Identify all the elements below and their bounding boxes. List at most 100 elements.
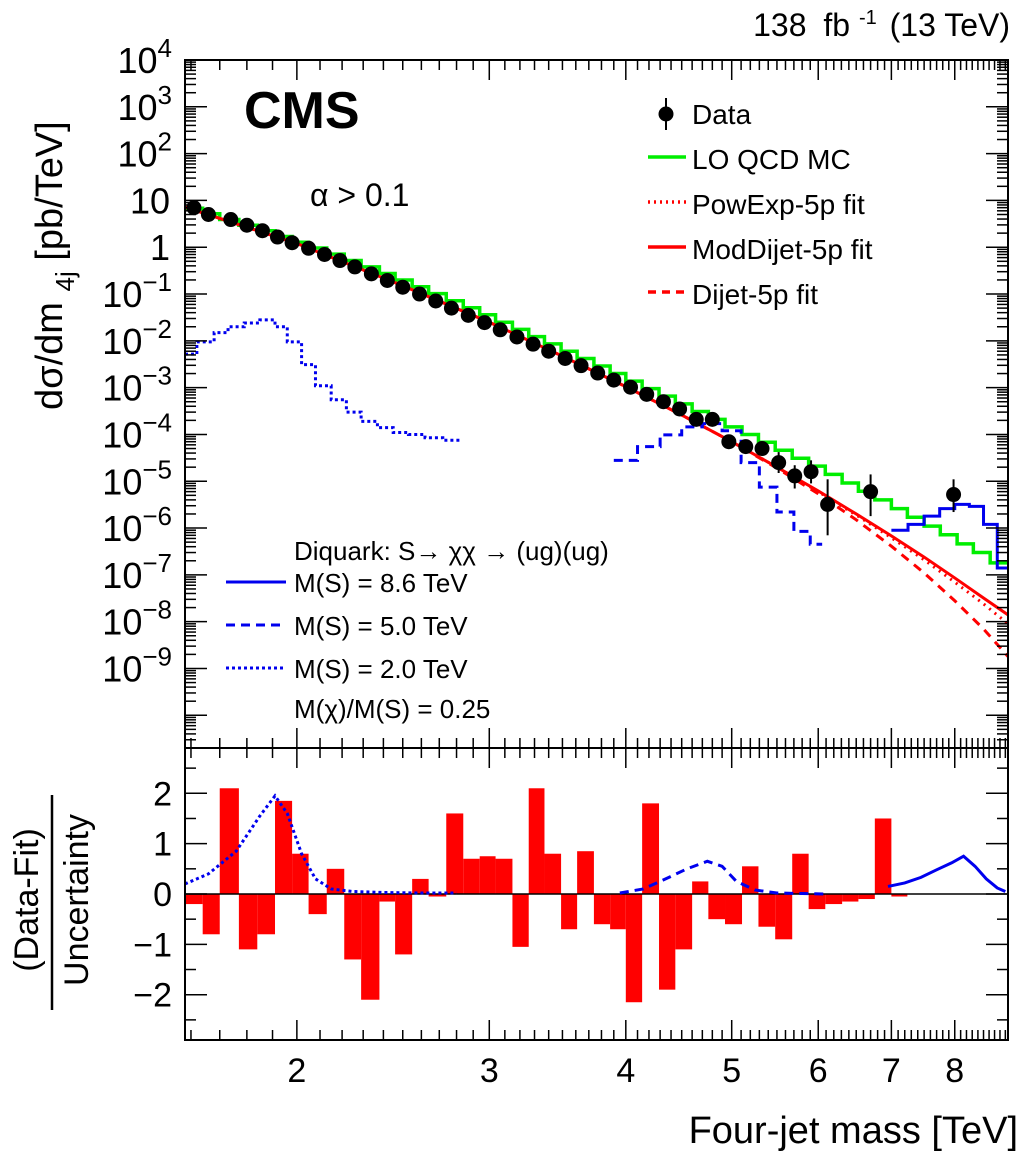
pull-bar bbox=[379, 894, 396, 902]
lumi-exp: -1 bbox=[859, 7, 877, 29]
signal-2p0-histogram bbox=[185, 318, 460, 442]
y-tick-label-base: 10 bbox=[102, 648, 142, 689]
x-axis-title: Four-jet mass [TeV] bbox=[689, 1110, 1018, 1152]
y-tick-label-exp: 2 bbox=[158, 127, 172, 157]
pull-bar bbox=[858, 894, 875, 900]
data-point bbox=[332, 253, 348, 269]
y-tick-label: 10−5 bbox=[102, 454, 172, 502]
pull-signal-8p6 bbox=[887, 854, 1006, 893]
lower-x-ticks bbox=[190, 748, 1007, 1040]
y-tick-label: 10−1 bbox=[102, 267, 172, 315]
lumi-label: 138 fb -1 (13 TeV) bbox=[753, 0, 1010, 43]
upper-frame bbox=[184, 59, 1009, 749]
data-point bbox=[412, 286, 428, 302]
pull-bar bbox=[593, 894, 611, 925]
lower-y-title-top: (Data-Fit) bbox=[8, 828, 46, 972]
lumi-unit: fb bbox=[823, 7, 850, 43]
signal-legend-label: M(S) = 8.6 TeV bbox=[294, 568, 468, 598]
legend-marker bbox=[658, 106, 674, 122]
y-tick-label-base: 10 bbox=[102, 321, 142, 362]
signal-legend-label: M(S) = 5.0 TeV bbox=[294, 611, 468, 641]
data-point bbox=[704, 411, 720, 427]
y-tick-label: 10−7 bbox=[102, 548, 172, 596]
data-point bbox=[557, 350, 573, 366]
pull-bar bbox=[344, 894, 362, 960]
data-point bbox=[820, 496, 836, 512]
data-point bbox=[754, 441, 770, 457]
y-tick-label: 10−2 bbox=[102, 314, 172, 362]
pull-bar bbox=[428, 894, 447, 897]
pull-bar bbox=[758, 894, 776, 927]
data-point bbox=[672, 401, 688, 417]
y-tick-label: 103 bbox=[117, 80, 172, 128]
data-point bbox=[863, 484, 879, 500]
data-point bbox=[223, 212, 239, 228]
data-point bbox=[301, 240, 317, 256]
y-tick-label-exp: −5 bbox=[142, 454, 172, 484]
data-point bbox=[363, 266, 379, 282]
lower-y-ticks: −2 −1 0 1 2 bbox=[133, 767, 1008, 1021]
upper-y-title-unit: [pb/TeV] bbox=[29, 121, 71, 260]
data-point bbox=[738, 439, 754, 455]
pull-bar bbox=[257, 894, 276, 935]
pull-bar bbox=[792, 853, 809, 894]
data-point bbox=[590, 365, 606, 381]
pull-bar bbox=[675, 894, 693, 950]
legend-label: LO QCD MC bbox=[692, 144, 851, 175]
y-tick-label-base: 10 bbox=[102, 414, 142, 455]
legend-label: Dijet-5p fit bbox=[692, 279, 818, 310]
pull-bar bbox=[874, 818, 892, 894]
y-tick-label-exp: −1 bbox=[142, 267, 172, 297]
data-point bbox=[460, 307, 476, 323]
data-point bbox=[509, 329, 525, 345]
legend-label: ModDijet-5p fit bbox=[692, 234, 873, 265]
y-tick-label-base: 10 bbox=[102, 274, 142, 315]
y-tick-label-exp: −7 bbox=[142, 548, 172, 578]
x-tick-label: 5 bbox=[722, 1052, 741, 1090]
pull-signal-2p0 bbox=[185, 793, 457, 895]
pull-bar bbox=[446, 813, 464, 894]
data-point bbox=[688, 411, 704, 427]
pull-bar bbox=[642, 803, 660, 894]
y-tick-label: 10 bbox=[130, 180, 170, 221]
signal-legend-entry: M(S) = 8.6 TeV bbox=[226, 568, 468, 598]
energy-label: (13 TeV) bbox=[890, 7, 1010, 43]
data-point bbox=[254, 223, 270, 239]
pull-bar bbox=[692, 881, 709, 894]
pull-bar bbox=[659, 894, 676, 990]
upper-plot-area bbox=[185, 200, 1008, 658]
data-point bbox=[347, 259, 363, 275]
data-point bbox=[573, 358, 589, 374]
data-point bbox=[395, 279, 411, 295]
pull-bar bbox=[479, 856, 496, 894]
y-tick-label-exp: −8 bbox=[142, 595, 172, 625]
x-tick-label: 8 bbox=[945, 1052, 964, 1090]
legend-entry: Dijet-5p fit bbox=[648, 279, 818, 310]
pull-bar bbox=[292, 853, 309, 894]
legend-label: PowExp-5p fit bbox=[692, 189, 865, 220]
signal-legend-label: M(S) = 2.0 TeV bbox=[294, 654, 468, 684]
signal-title: Diquark: S→ χχ → (ug)(ug) bbox=[294, 536, 609, 566]
y-tick-label: 10−9 bbox=[102, 641, 172, 689]
signal-legend: M(S) = 8.6 TeV M(S) = 5.0 TeV M(S) = 2.0 T… bbox=[226, 568, 468, 684]
y-tick-label-base: 10 bbox=[102, 602, 142, 643]
y-tick-label-exp: −9 bbox=[142, 641, 172, 671]
pull-bar bbox=[202, 894, 220, 935]
data-point bbox=[284, 235, 300, 251]
pull-bar bbox=[775, 894, 793, 940]
signal-5p0-histogram bbox=[613, 422, 823, 546]
y-tick-label-base: 10 bbox=[102, 461, 142, 502]
mass-ratio-label: M(χ)/M(S) = 0.25 bbox=[294, 694, 490, 724]
signal-8p6-histogram bbox=[891, 502, 1008, 570]
x-tick-label: 2 bbox=[287, 1052, 306, 1090]
data-point bbox=[623, 379, 639, 395]
signal-legend-entry: M(S) = 2.0 TeV bbox=[226, 654, 468, 684]
lumi-value: 138 bbox=[753, 7, 806, 43]
pull-bar bbox=[495, 858, 513, 894]
qcd-mc-histogram bbox=[185, 206, 1008, 565]
pull-bar bbox=[625, 894, 643, 1003]
data-point bbox=[428, 293, 444, 309]
data-point bbox=[477, 315, 493, 331]
pull-signal-5p0 bbox=[619, 859, 827, 896]
spectrum-panel: 10410310210110−110−210−310−410−510−610−7… bbox=[102, 33, 1009, 749]
